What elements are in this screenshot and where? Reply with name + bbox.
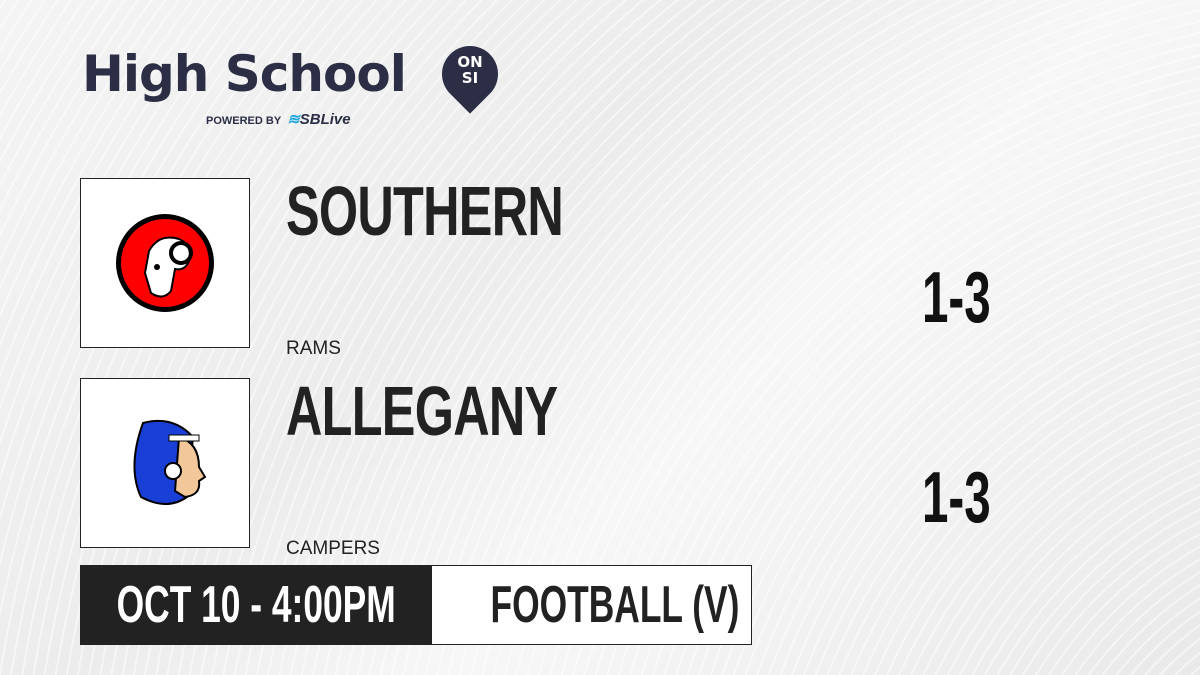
logo-title: High School — [82, 45, 407, 103]
powered-by-label: POWERED BY — [206, 115, 282, 127]
southern-logo — [80, 178, 250, 348]
home-team-name: SOUTHERN — [286, 172, 564, 250]
game-sport-box: FOOTBALL (V) — [432, 566, 798, 644]
powered-by: POWERED BY ≋SBLive — [206, 110, 351, 128]
sblive-logo: ≋SBLive — [287, 111, 351, 128]
game-sport: FOOTBALL (V) — [490, 576, 740, 634]
home-team-mascot: RAMS — [286, 338, 341, 359]
native-headdress-mascot-icon — [133, 419, 207, 505]
allegany-logo — [80, 378, 250, 548]
away-team-record: 1-3 — [922, 458, 991, 538]
away-team-name: ALLEGANY — [286, 372, 558, 450]
badge-line1: ON — [457, 53, 483, 71]
sblive-text: SBLive — [299, 111, 351, 128]
ram-mascot-icon — [116, 214, 214, 312]
game-info-bar: OCT 10 - 4:00PM FOOTBALL (V) — [80, 565, 752, 645]
si-badge: ON SI — [442, 54, 498, 86]
badge-line2: SI — [461, 69, 479, 87]
home-team-record: 1-3 — [922, 258, 991, 338]
away-team-mascot: CAMPERS — [286, 538, 380, 559]
game-datetime: OCT 10 - 4:00PM — [116, 576, 397, 634]
game-datetime-box: OCT 10 - 4:00PM — [81, 566, 432, 644]
high-school-on-si-logo: High School ON SI POWERED BY ≋SBLive — [82, 34, 510, 128]
